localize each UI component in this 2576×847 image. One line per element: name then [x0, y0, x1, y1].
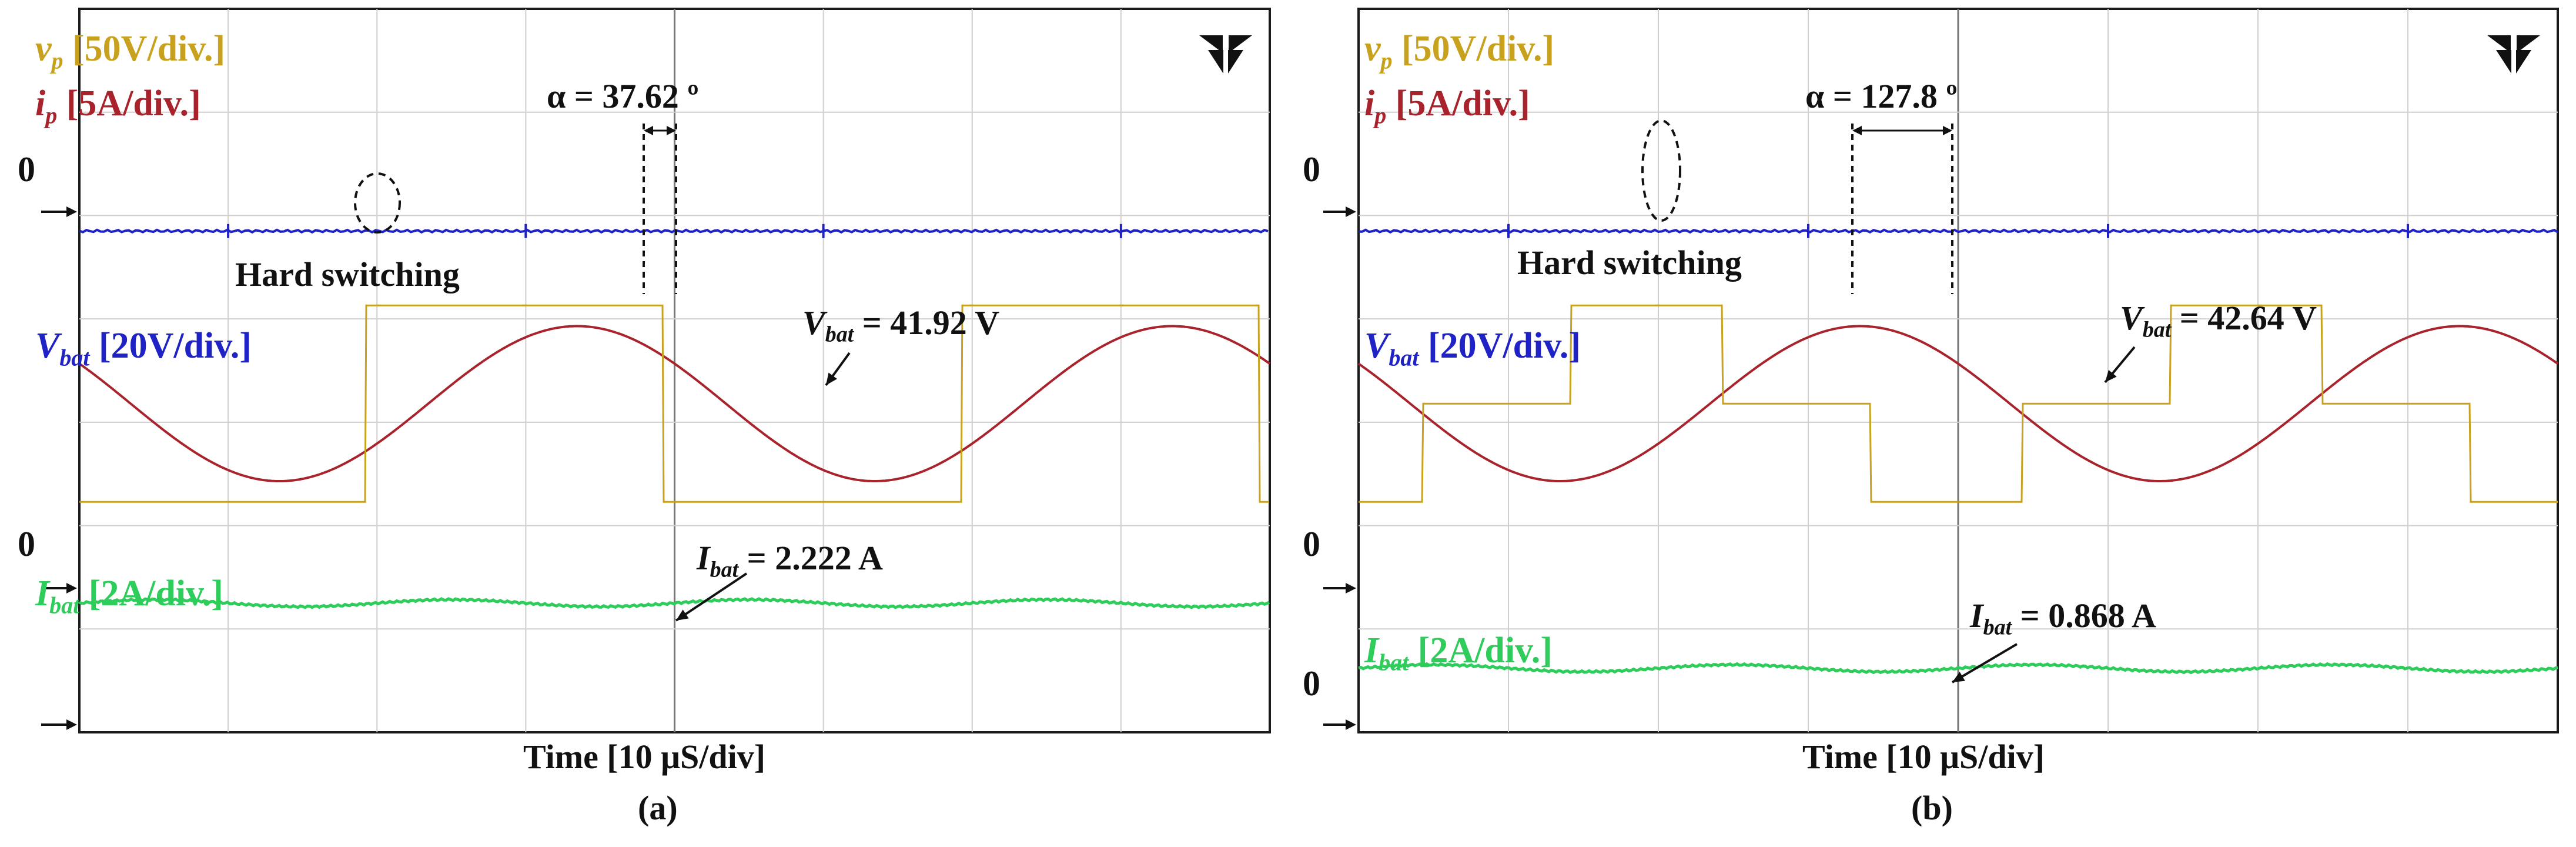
teledyne-logo-icon	[2496, 50, 2511, 74]
vbat-annotation: Vbat = 42.64 V	[2120, 299, 2317, 342]
vbat-voltage-trace	[1358, 228, 2559, 234]
hard-switching-annotation: Hard switching	[1517, 244, 1742, 282]
ibat-current-trace	[79, 597, 1270, 609]
vp-voltage-trace	[79, 304, 1269, 503]
zero-marker-bottom: 0	[18, 525, 35, 563]
subfigure-label: (b)	[1911, 789, 1953, 827]
teledyne-logo-icon	[1199, 35, 1223, 53]
teledyne-logo-icon	[2487, 35, 2511, 53]
channel-zero-arrowhead	[1346, 583, 1356, 593]
hard-switching-marker	[1641, 119, 1681, 222]
channel-label-ibat: Ibat [2A/div.]	[1364, 631, 1553, 676]
teledyne-logo-icon	[2517, 35, 2540, 53]
zero-marker-bottom: 0	[1303, 664, 1320, 703]
channel-zero-arrowhead	[66, 719, 77, 730]
ip-current-trace	[1357, 325, 2559, 482]
oscilloscope-plot-b	[1323, 8, 2559, 733]
teledyne-logo-icon	[1208, 50, 1223, 74]
hard-switching-marker	[354, 172, 401, 234]
zero-marker-top: 0	[18, 150, 35, 189]
channel-zero-arrowhead	[66, 583, 77, 593]
channel-label-ip: ip [5A/div.]	[35, 84, 201, 129]
annotation-pointer-head	[826, 372, 837, 385]
channel-label-vp: vp [50V/div.]	[35, 29, 226, 74]
teledyne-logo-icon	[2516, 50, 2531, 74]
teledyne-logo-icon	[1228, 50, 1243, 74]
zero-marker-top: 0	[1303, 150, 1320, 189]
phase-shift-annotation: α = 37.62 º	[547, 77, 699, 115]
ip-current-trace	[78, 325, 1271, 482]
ibat-annotation: Ibat = 0.868 A	[1970, 596, 2156, 640]
annotation-pointer-head	[2105, 369, 2117, 382]
x-axis-label: Time [10 μS/div]	[1802, 738, 2045, 776]
phase-shift-arrowhead	[1852, 126, 1862, 135]
annotation-pointer-head	[1952, 672, 1965, 682]
channel-zero-arrowhead	[66, 206, 77, 217]
ibat-current-trace	[1358, 662, 2558, 675]
vp-voltage-trace	[1359, 304, 2558, 503]
panel-b: vp [50V/div.] ip [5A/div.] α = 127.8 º H…	[1288, 0, 2576, 847]
channel-label-vbat: Vbat [20V/div.]	[35, 326, 252, 371]
phase-shift-arrowhead	[1943, 126, 1952, 135]
annotation-pointer-head	[676, 609, 689, 621]
channel-label-ip: ip [5A/div.]	[1364, 84, 1530, 129]
vbat-annotation: Vbat = 41.92 V	[802, 304, 1000, 347]
phase-shift-annotation: α = 127.8 º	[1805, 77, 1958, 115]
zero-marker-middle: 0	[1303, 525, 1320, 563]
annotation-pointer	[675, 572, 748, 622]
subfigure-label: (a)	[638, 789, 678, 827]
channel-zero-arrowhead	[1346, 206, 1356, 217]
channel-label-vbat: Vbat [20V/div.]	[1364, 326, 1581, 371]
channel-zero-arrowhead	[1346, 719, 1356, 730]
hard-switching-annotation: Hard switching	[235, 255, 460, 294]
channel-label-vp: vp [50V/div.]	[1364, 29, 1555, 74]
phase-shift-arrowhead	[644, 126, 653, 135]
panel-a: vp [50V/div.] ip [5A/div.] α = 37.62 º H…	[18, 8, 1271, 827]
ibat-annotation: Ibat = 2.222 A	[697, 539, 883, 582]
phase-shift-arrowhead	[667, 126, 676, 135]
teledyne-logo-icon	[1229, 35, 1252, 53]
annotation-pointer	[1951, 643, 2018, 683]
vbat-voltage-trace	[79, 228, 1269, 234]
x-axis-label: Time [10 μS/div]	[523, 738, 766, 776]
oscilloscope-plot-a	[41, 8, 1271, 733]
channel-label-ibat: Ibat [2A/div.]	[35, 573, 223, 619]
